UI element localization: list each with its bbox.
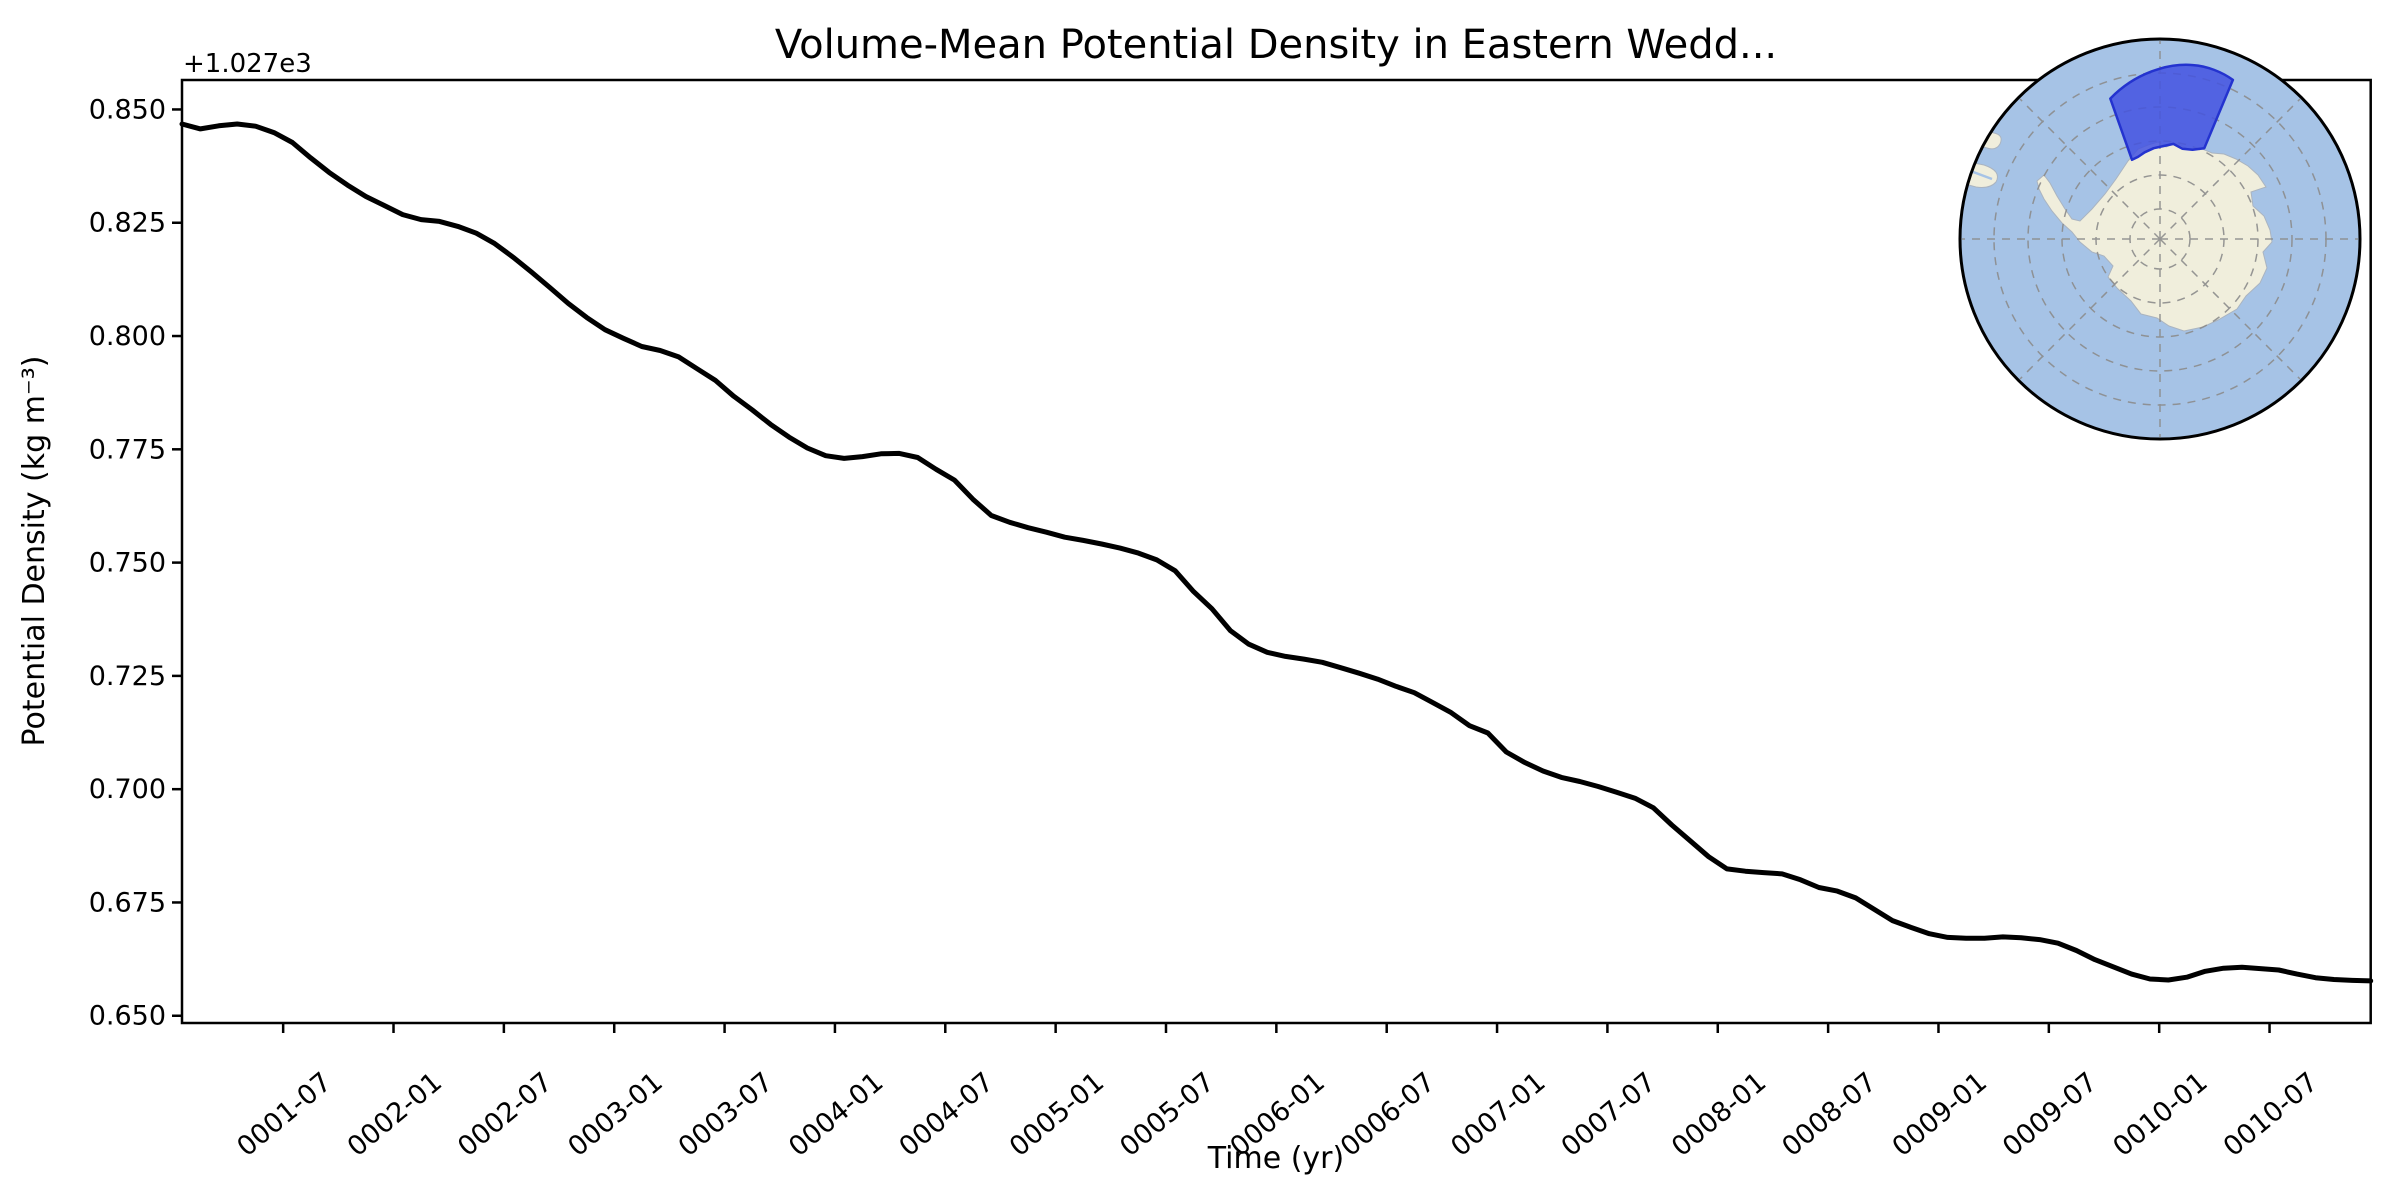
text-layer: Volume-Mean Potential Density in Eastern… <box>17 22 1777 1176</box>
chart-title: Volume-Mean Potential Density in Eastern… <box>775 22 1777 68</box>
highlighted-region-eastern-weddell-highlight <box>2109 63 2235 162</box>
y-tick-label: 0.725 <box>89 661 166 692</box>
y-tick-label: 0.700 <box>89 774 166 805</box>
y-axis-label: Potential Density (kg m⁻³) <box>17 356 52 747</box>
inset-map-group <box>1958 37 2362 441</box>
x-axis-label: Time (yr) <box>1207 1141 1344 1176</box>
x-tick-label: 0008-01 <box>1666 1067 1772 1163</box>
x-tick-label: 0010-07 <box>2218 1067 2324 1163</box>
x-tick-label: 0006-07 <box>1335 1067 1441 1163</box>
x-tick-label: 0004-07 <box>893 1067 999 1163</box>
series-layer <box>179 121 2374 984</box>
x-tick-label: 0009-01 <box>1887 1067 1993 1163</box>
x-tick-label: 0002-01 <box>342 1067 448 1163</box>
y-tick-label: 0.675 <box>89 887 166 918</box>
series-line-volume-mean-potential-density <box>179 121 2374 984</box>
y-axis-offset-label: +1.027e3 <box>183 49 312 79</box>
x-tick-label: 0007-07 <box>1556 1067 1662 1163</box>
inset-map-antarctica <box>1958 37 2362 441</box>
x-tick-label: 0002-07 <box>452 1067 558 1163</box>
y-tick-label: 0.750 <box>89 548 166 579</box>
x-tick-label: 0007-01 <box>1445 1067 1551 1163</box>
y-tick-label: 0.800 <box>89 321 166 352</box>
y-tick-label: 0.775 <box>89 434 166 465</box>
antarctica-landmass <box>2036 141 2273 332</box>
x-tick-label: 0004-01 <box>783 1067 889 1163</box>
globe-outline <box>1958 37 2362 441</box>
y-tick-label: 0.850 <box>89 94 166 125</box>
x-tick-label: 0003-07 <box>673 1067 779 1163</box>
x-tick-label: 0001-07 <box>231 1067 337 1163</box>
y-tick-label: 0.825 <box>89 208 166 239</box>
x-tick-label: 0008-07 <box>1776 1067 1882 1163</box>
x-tick-label: 0005-07 <box>1114 1067 1220 1163</box>
y-tick-label: 0.650 <box>89 1001 166 1032</box>
x-tick-label: 0003-01 <box>562 1067 668 1163</box>
x-tick-label: 0005-01 <box>1004 1067 1110 1163</box>
x-tick-label: 0010-01 <box>2107 1067 2213 1163</box>
globe-contents <box>1960 39 2360 439</box>
x-tick-label: 0009-07 <box>1997 1067 2103 1163</box>
